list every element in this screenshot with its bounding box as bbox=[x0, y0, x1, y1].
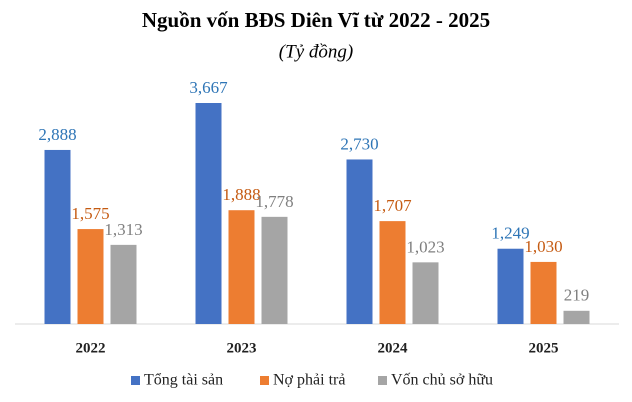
bar bbox=[379, 221, 406, 324]
bar bbox=[77, 229, 104, 324]
legend-swatch bbox=[260, 376, 269, 385]
bar bbox=[261, 216, 288, 324]
data-label: 1,707 bbox=[373, 196, 412, 215]
bar bbox=[497, 248, 524, 324]
data-label: 1,575 bbox=[71, 204, 109, 223]
bar bbox=[412, 262, 439, 324]
data-label: 1,249 bbox=[491, 224, 529, 243]
bar bbox=[228, 210, 255, 324]
data-label: 219 bbox=[564, 286, 590, 305]
data-label: 1,313 bbox=[104, 220, 142, 239]
bar bbox=[110, 244, 137, 324]
x-tick-label: 2022 bbox=[76, 340, 106, 356]
data-label: 1,888 bbox=[222, 185, 260, 204]
x-tick-label: 2025 bbox=[529, 340, 559, 356]
bar bbox=[195, 103, 222, 324]
data-label: 2,730 bbox=[340, 134, 378, 153]
legend-swatch bbox=[378, 376, 387, 385]
data-label: 1,778 bbox=[255, 192, 293, 211]
legend-label: Nợ phải trả bbox=[273, 372, 345, 389]
legend-label: Vốn chủ sở hữu bbox=[391, 372, 493, 389]
bar bbox=[563, 310, 590, 324]
bar bbox=[530, 261, 557, 324]
data-label: 3,667 bbox=[189, 78, 228, 97]
legend-swatch bbox=[131, 376, 140, 385]
x-tick-label: 2023 bbox=[227, 340, 257, 356]
bar bbox=[346, 159, 373, 324]
x-tick-label: 2024 bbox=[378, 340, 409, 356]
data-label: 1,023 bbox=[406, 237, 444, 256]
data-label: 2,888 bbox=[38, 125, 76, 144]
data-label: 1,030 bbox=[524, 237, 562, 256]
chart-subtitle: (Tỷ đồng) bbox=[279, 41, 353, 62]
chart-title: Nguồn vốn BĐS Diên Vĩ từ 2022 - 2025 bbox=[142, 8, 490, 32]
bar bbox=[44, 149, 71, 324]
legend-label: Tổng tài sản bbox=[144, 372, 223, 389]
